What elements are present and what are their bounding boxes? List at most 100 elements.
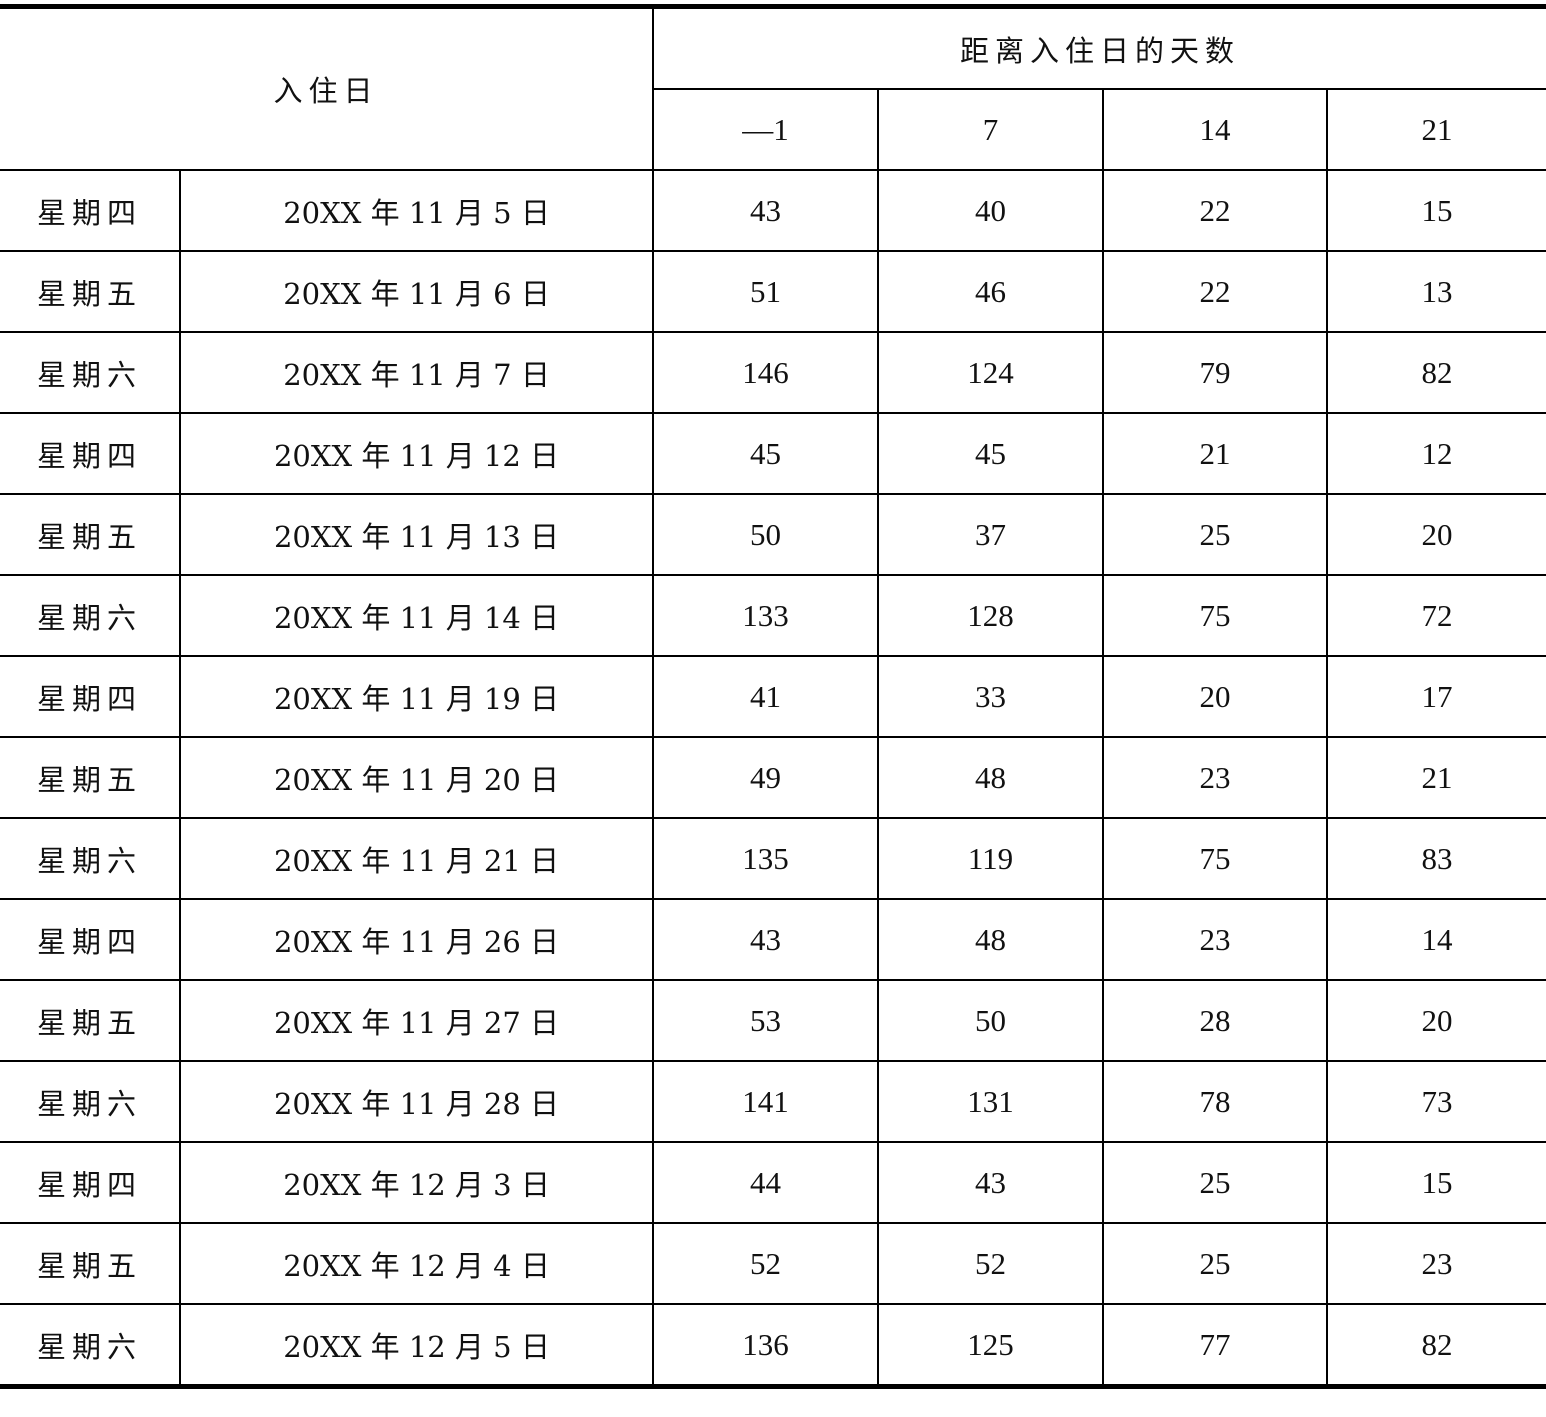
- date-cell: 20XX 年 11 月 6 日: [178, 250, 655, 333]
- value-cell: 83: [1326, 817, 1546, 900]
- table-body: 星期四 20XX 年 11 月 5 日 43 40 22 15 星期五 20XX 年 11 月…: [0, 169, 1546, 1389]
- date-cell: 20XX 年 12 月 4 日: [178, 1222, 655, 1305]
- value-cell: 20: [1326, 493, 1546, 576]
- date-cell: 20XX 年 11 月 21 日: [178, 817, 655, 900]
- checkin-date-header: 入住日: [0, 4, 655, 171]
- value-cell: 25: [1102, 1222, 1329, 1305]
- value-cell: 43: [877, 1141, 1105, 1224]
- value-cell: 50: [652, 493, 880, 576]
- value-cell: 72: [1326, 574, 1546, 657]
- value-cell: 37: [877, 493, 1105, 576]
- offset-header: 14: [1102, 88, 1329, 171]
- table-row: 星期六 20XX 年 12 月 5 日 136 125 77 82: [0, 1303, 1546, 1389]
- value-cell: 23: [1102, 736, 1329, 819]
- date-cell: 20XX 年 11 月 20 日: [178, 736, 655, 819]
- value-cell: 136: [652, 1303, 880, 1389]
- date-cell: 20XX 年 11 月 28 日: [178, 1060, 655, 1143]
- value-cell: 28: [1102, 979, 1329, 1062]
- weekday-cell: 星期五: [0, 1222, 181, 1305]
- value-cell: 33: [877, 655, 1105, 738]
- value-cell: 146: [652, 331, 880, 414]
- value-cell: 41: [652, 655, 880, 738]
- value-cell: 20: [1102, 655, 1329, 738]
- date-cell: 20XX 年 12 月 3 日: [178, 1141, 655, 1224]
- value-cell: 133: [652, 574, 880, 657]
- table-row: 星期四 20XX 年 11 月 12 日 45 45 21 12: [0, 412, 1546, 495]
- value-cell: 79: [1102, 331, 1329, 414]
- weekday-cell: 星期六: [0, 574, 181, 657]
- weekday-cell: 星期四: [0, 898, 181, 981]
- table-row: 星期六 20XX 年 11 月 14 日 133 128 75 72: [0, 574, 1546, 657]
- date-cell: 20XX 年 11 月 13 日: [178, 493, 655, 576]
- date-cell: 20XX 年 11 月 5 日: [178, 169, 655, 252]
- value-cell: 20: [1326, 979, 1546, 1062]
- weekday-cell: 星期四: [0, 655, 181, 738]
- value-cell: 78: [1102, 1060, 1329, 1143]
- value-cell: 21: [1102, 412, 1329, 495]
- offset-header: 21: [1326, 88, 1546, 171]
- date-cell: 20XX 年 11 月 12 日: [178, 412, 655, 495]
- value-cell: 53: [652, 979, 880, 1062]
- value-cell: 21: [1326, 736, 1546, 819]
- value-cell: 25: [1102, 1141, 1329, 1224]
- table-row: 星期五 20XX 年 11 月 6 日 51 46 22 13: [0, 250, 1546, 333]
- weekday-cell: 星期六: [0, 1303, 181, 1389]
- weekday-cell: 星期五: [0, 736, 181, 819]
- value-cell: 73: [1326, 1060, 1546, 1143]
- table-row: 星期六 20XX 年 11 月 7 日 146 124 79 82: [0, 331, 1546, 414]
- days-before-header: 距离入住日的天数: [652, 4, 1546, 90]
- value-cell: 22: [1102, 169, 1329, 252]
- value-cell: 119: [877, 817, 1105, 900]
- table-row: 星期四 20XX 年 11 月 5 日 43 40 22 15: [0, 169, 1546, 252]
- date-cell: 20XX 年 11 月 19 日: [178, 655, 655, 738]
- table-row: 星期六 20XX 年 11 月 21 日 135 119 75 83: [0, 817, 1546, 900]
- value-cell: 77: [1102, 1303, 1329, 1389]
- value-cell: 14: [1326, 898, 1546, 981]
- table-row: 星期五 20XX 年 11 月 27 日 53 50 28 20: [0, 979, 1546, 1062]
- offset-header: —1: [653, 88, 880, 171]
- booking-table: 入住日 距离入住日的天数 —1 7 14 21 星期四 20XX 年 11 月 5…: [0, 4, 1546, 1389]
- value-cell: 48: [877, 736, 1105, 819]
- value-cell: 25: [1102, 493, 1329, 576]
- value-cell: 15: [1326, 1141, 1546, 1224]
- value-cell: 48: [877, 898, 1105, 981]
- date-cell: 20XX 年 12 月 5 日: [178, 1303, 655, 1389]
- weekday-cell: 星期四: [0, 169, 181, 252]
- value-cell: 128: [877, 574, 1105, 657]
- value-cell: 124: [877, 331, 1105, 414]
- date-cell: 20XX 年 11 月 27 日: [178, 979, 655, 1062]
- table-row: 星期五 20XX 年 12 月 4 日 52 52 25 23: [0, 1222, 1546, 1305]
- table-row: 星期四 20XX 年 12 月 3 日 44 43 25 15: [0, 1141, 1546, 1224]
- value-cell: 131: [877, 1060, 1105, 1143]
- value-cell: 46: [877, 250, 1105, 333]
- value-cell: 75: [1102, 574, 1329, 657]
- value-cell: 52: [877, 1222, 1105, 1305]
- weekday-cell: 星期六: [0, 331, 181, 414]
- header-row-1: 入住日 距离入住日的天数: [0, 4, 1546, 171]
- weekday-cell: 星期五: [0, 250, 181, 333]
- value-cell: 12: [1326, 412, 1546, 495]
- value-cell: 43: [652, 898, 880, 981]
- value-cell: 23: [1326, 1222, 1546, 1305]
- value-cell: 50: [877, 979, 1105, 1062]
- date-cell: 20XX 年 11 月 7 日: [178, 331, 655, 414]
- value-cell: 125: [877, 1303, 1105, 1389]
- value-cell: 49: [652, 736, 880, 819]
- value-cell: 40: [877, 169, 1105, 252]
- weekday-cell: 星期六: [0, 817, 181, 900]
- value-cell: 23: [1102, 898, 1329, 981]
- date-cell: 20XX 年 11 月 26 日: [178, 898, 655, 981]
- header-row-2: —1 7 14 21: [0, 88, 1546, 171]
- value-cell: 45: [652, 412, 880, 495]
- value-cell: 45: [877, 412, 1105, 495]
- offset-header: 7: [877, 88, 1105, 171]
- weekday-cell: 星期六: [0, 1060, 181, 1143]
- weekday-cell: 星期四: [0, 1141, 181, 1224]
- value-cell: 135: [652, 817, 880, 900]
- value-cell: 75: [1102, 817, 1329, 900]
- table-row: 星期五 20XX 年 11 月 20 日 49 48 23 21: [0, 736, 1546, 819]
- value-cell: 82: [1326, 1303, 1546, 1389]
- weekday-cell: 星期五: [0, 493, 181, 576]
- date-cell: 20XX 年 11 月 14 日: [178, 574, 655, 657]
- value-cell: 13: [1326, 250, 1546, 333]
